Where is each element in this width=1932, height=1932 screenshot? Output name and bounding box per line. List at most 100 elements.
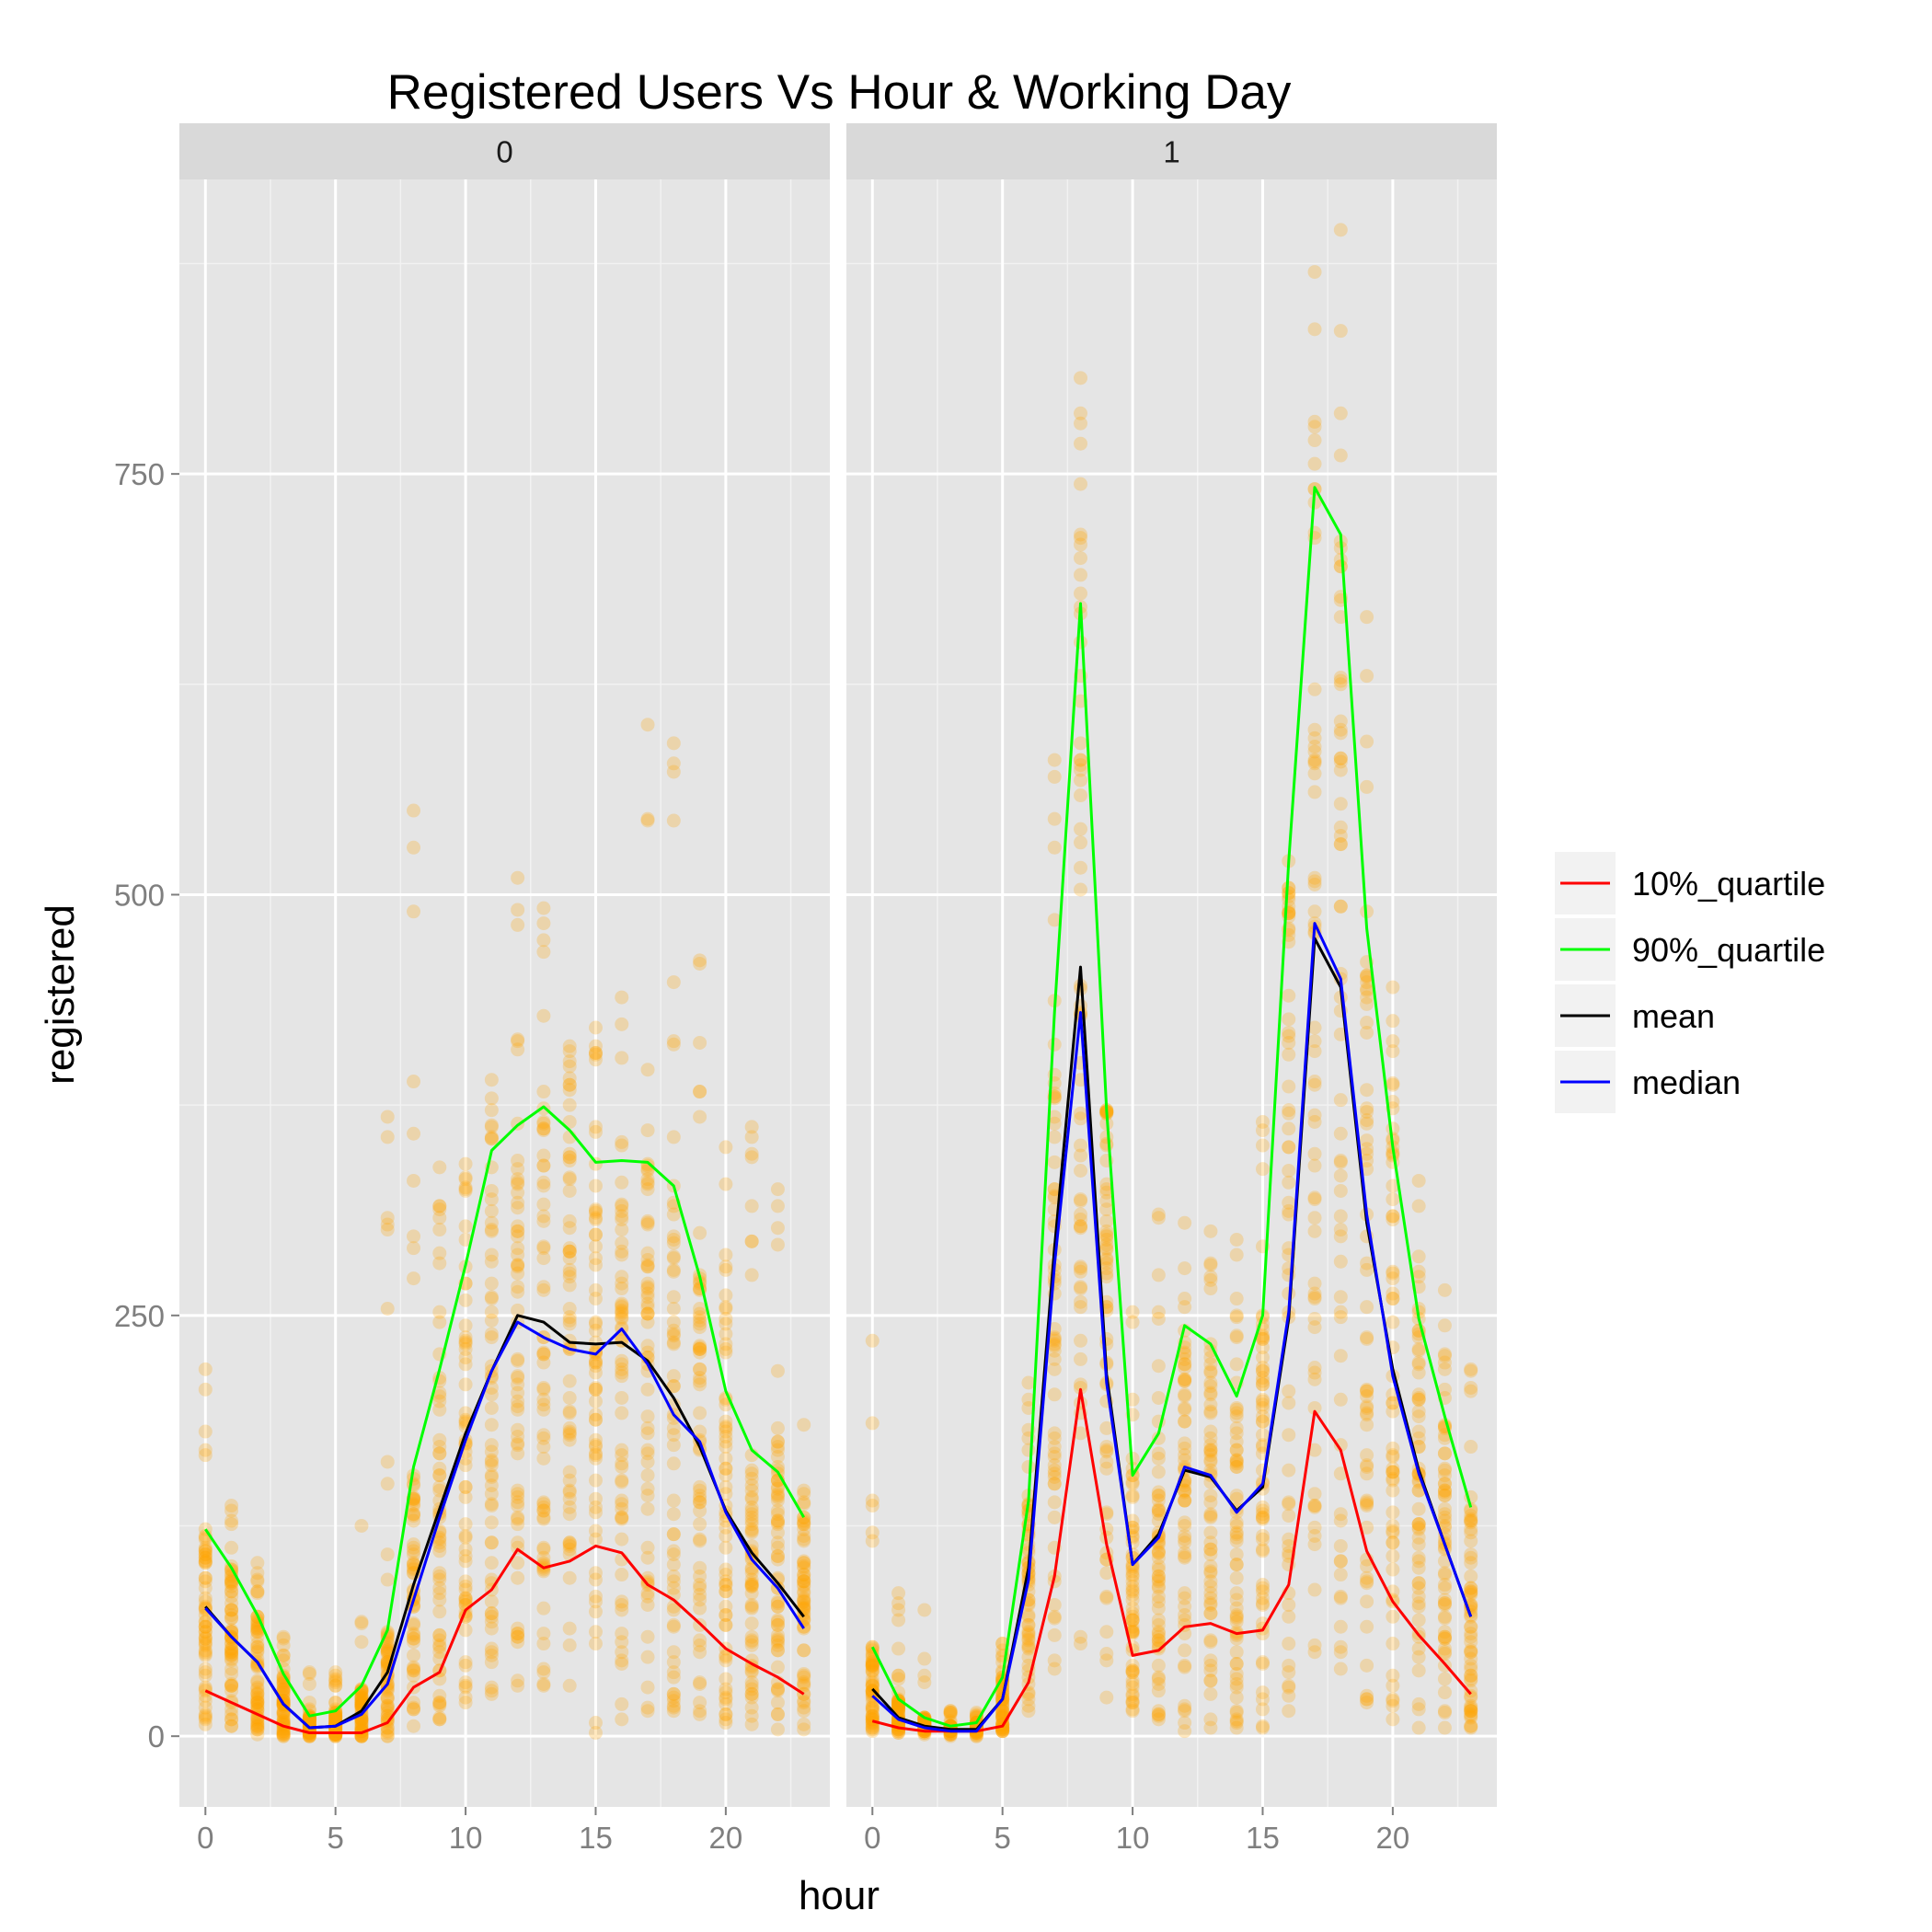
data-point [1151,1465,1166,1479]
data-point [484,1469,499,1484]
data-point [458,1377,473,1392]
data-point [1178,1345,1192,1360]
data-point [719,1696,733,1711]
data-point [770,1696,785,1710]
data-point [1386,1698,1400,1713]
data-point [1333,1466,1348,1481]
data-point [1047,1362,1062,1376]
data-point [797,1522,811,1536]
data-point [276,1707,291,1721]
data-point [536,1627,551,1641]
data-point [1255,1162,1270,1177]
data-point [1178,1493,1192,1508]
data-point [1203,1224,1218,1238]
data-point [380,1302,395,1317]
data-point [1307,1114,1322,1129]
data-point [891,1700,906,1715]
data-point [588,1039,603,1053]
data-point [1125,1613,1140,1627]
data-point [588,1124,603,1139]
data-point [1099,1653,1114,1668]
data-point [1021,1375,1036,1390]
data-point [1151,1704,1166,1719]
data-point [1074,531,1088,546]
data-point [719,1177,733,1191]
data-point [1386,1264,1400,1279]
data-point [666,1337,681,1351]
data-point [797,1668,811,1683]
data-point [1333,1438,1348,1453]
data-point [1178,1627,1192,1641]
data-point [1333,1662,1348,1676]
data-point [640,1629,655,1644]
data-point [536,1347,551,1362]
data-point [995,1704,1010,1719]
data-point [719,1716,733,1731]
data-point [224,1643,239,1658]
data-point [1074,860,1088,875]
data-point [1203,1258,1218,1272]
data-point [511,1673,525,1688]
data-point [588,1412,603,1427]
data-point [511,1627,525,1641]
legend-label: median [1632,1064,1741,1101]
data-point [615,1501,629,1516]
data-point [562,1059,577,1074]
data-point [1047,1495,1062,1510]
data-point [588,1258,603,1272]
data-point [615,1627,629,1641]
data-point [719,1424,733,1439]
data-point [302,1666,316,1681]
data-point [797,1556,811,1570]
data-point [511,1034,525,1049]
data-point [1360,1262,1374,1277]
data-point [1178,1400,1192,1415]
data-point [719,1434,733,1449]
data-point [615,1597,629,1612]
data-point [1229,1310,1244,1325]
data-point [891,1694,906,1708]
data-point [224,1596,239,1611]
data-point [744,1500,759,1514]
data-point [1360,1497,1374,1512]
data-point [1047,1597,1062,1612]
data-point [328,1717,343,1731]
data-point [1333,837,1348,852]
data-point [719,1650,733,1664]
data-point [865,1493,880,1508]
data-point [1203,1510,1218,1524]
data-point [562,1507,577,1522]
data-point [432,1402,447,1417]
data-point [744,1686,759,1701]
data-point [1203,1455,1218,1469]
data-point [615,1270,629,1284]
data-point [198,1619,213,1634]
data-point [666,1700,681,1715]
data-point [693,1593,707,1607]
data-point [1203,1686,1218,1701]
data-point [719,1468,733,1483]
data-point [224,1719,239,1733]
data-point [1282,1163,1296,1178]
data-point [1151,1211,1166,1225]
data-point [1099,1331,1114,1346]
data-point [1151,1658,1166,1673]
data-point [640,1306,655,1321]
data-point [719,1682,733,1696]
data-point [1386,1396,1400,1410]
data-point [1386,1404,1400,1419]
data-point [719,1578,733,1593]
data-point [511,1394,525,1409]
data-point [198,1717,213,1731]
data-point [1333,677,1348,692]
data-point [1125,1475,1140,1489]
data-point [1386,1213,1400,1227]
data-point [562,1044,577,1059]
data-point [640,1252,655,1267]
data-point [354,1724,369,1739]
data-point [693,1483,707,1498]
data-point [224,1576,239,1591]
data-point [1203,1282,1218,1296]
data-point [1203,1424,1218,1439]
data-point [484,1594,499,1609]
